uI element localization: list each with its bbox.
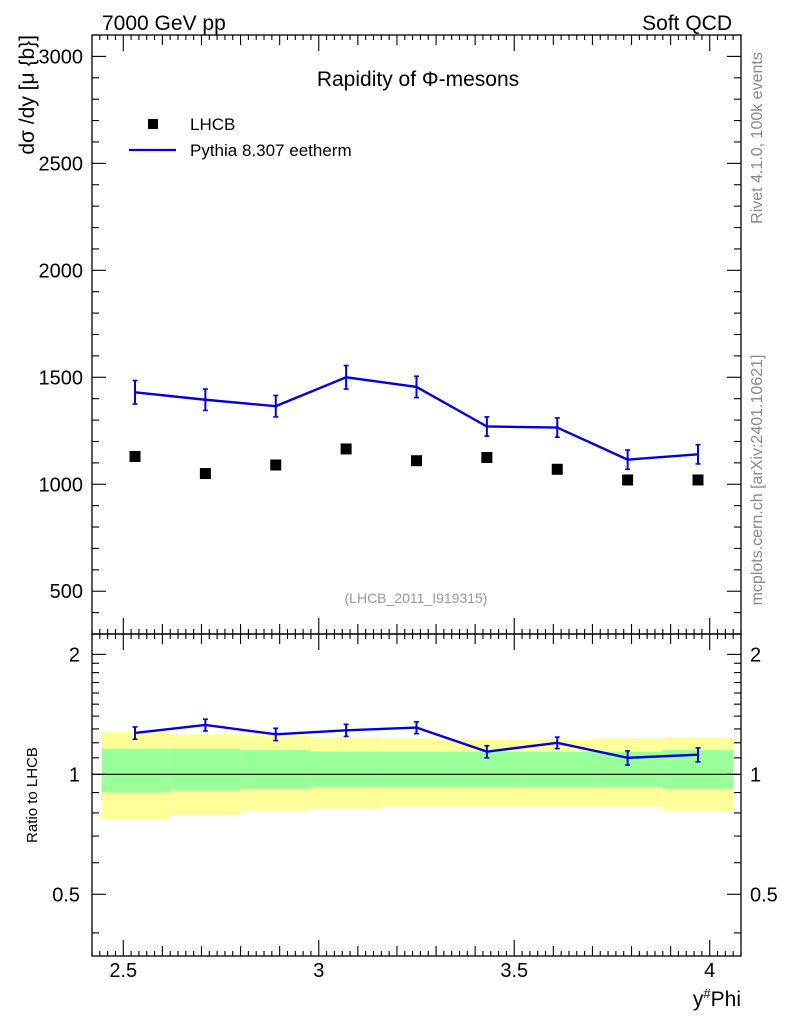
legend-label-pythia: Pythia 8.307 eetherm xyxy=(190,141,352,160)
x-axis-label-tail: Phi xyxy=(711,988,741,1011)
main-plot-panel: 500 1000 1500 2000 2500 3000 Rapidity of Φ-me… xyxy=(39,34,742,635)
ratio-plot-panel: 2.5 3 3.5 4 0.5 0.5 1 1 2 2 xyxy=(52,633,778,982)
header-left: 7000 GeV pp xyxy=(102,12,226,35)
ratio-y-axis-label: Ratio to LHCB xyxy=(24,747,41,843)
ratio-band-inner xyxy=(240,750,311,789)
data-point xyxy=(622,474,634,486)
analysis-id: (LHCB_2011_I919315) xyxy=(345,590,488,606)
x-axis-label-sup: # xyxy=(703,986,711,1001)
y-tick-label: 1000 xyxy=(39,474,84,496)
ratio-plot-frame xyxy=(91,633,742,957)
y-axis-label-part-2: μ xyxy=(16,72,39,84)
rivet-label: Rivet 4.1.0, 100k events xyxy=(749,52,766,224)
data-point xyxy=(129,450,141,462)
x-tick-label: 3 xyxy=(313,960,324,982)
data-point xyxy=(270,459,282,471)
x-tick-label: 3.5 xyxy=(500,960,528,982)
y-tick-label: 2000 xyxy=(39,260,84,282)
y-axis-label-part-1: dσ /dy [ xyxy=(16,84,39,154)
legend-label-lhcb: LHCB xyxy=(190,115,235,134)
x-axis-label-base: y xyxy=(693,988,704,1011)
y-tick-label: 500 xyxy=(50,581,83,603)
ratio-band-inner xyxy=(522,751,593,787)
data-point xyxy=(692,474,704,486)
ratio-band-inner xyxy=(102,748,171,793)
y-axis-label: dσ /dy [μ {b}] xyxy=(16,35,39,155)
data-point xyxy=(411,455,422,467)
y-tick-label: 1500 xyxy=(39,367,84,389)
data-point xyxy=(340,443,352,455)
header-right: Soft QCD xyxy=(642,12,732,35)
data-point xyxy=(199,468,211,480)
x-tick-label: 4 xyxy=(704,960,715,982)
ratio-y-tick-label: 0.5 xyxy=(52,884,80,906)
ratio-y-tick-label: 1 xyxy=(69,764,80,786)
legend-marker-lhcb xyxy=(148,119,158,129)
ratio-band-inner xyxy=(381,751,452,787)
ratio-y-tick-label: 2 xyxy=(69,644,80,666)
y-tick-label: 3000 xyxy=(39,46,84,68)
ratio-y-tick-label-right: 0.5 xyxy=(750,884,778,906)
plot-title: Rapidity of Φ-mesons xyxy=(317,68,519,91)
data-point xyxy=(481,452,493,464)
data-point xyxy=(551,463,563,475)
ratio-band-inner xyxy=(170,748,241,791)
x-tick-label: 2.5 xyxy=(109,960,137,982)
y-axis-label-part-3: {b}] xyxy=(16,35,39,72)
ratio-y-tick-label-right: 1 xyxy=(750,764,761,786)
ratio-y-tick-label-right: 2 xyxy=(750,644,761,666)
y-tick-label: 2500 xyxy=(39,153,84,175)
x-axis-label: y#Phi xyxy=(693,986,741,1011)
legend: LHCB Pythia 8.307 eetherm xyxy=(129,115,352,160)
ratio-band-inner xyxy=(310,751,382,787)
mcplots-label: mcplots.cern.ch [arXiv:2401.10621] xyxy=(749,355,766,606)
